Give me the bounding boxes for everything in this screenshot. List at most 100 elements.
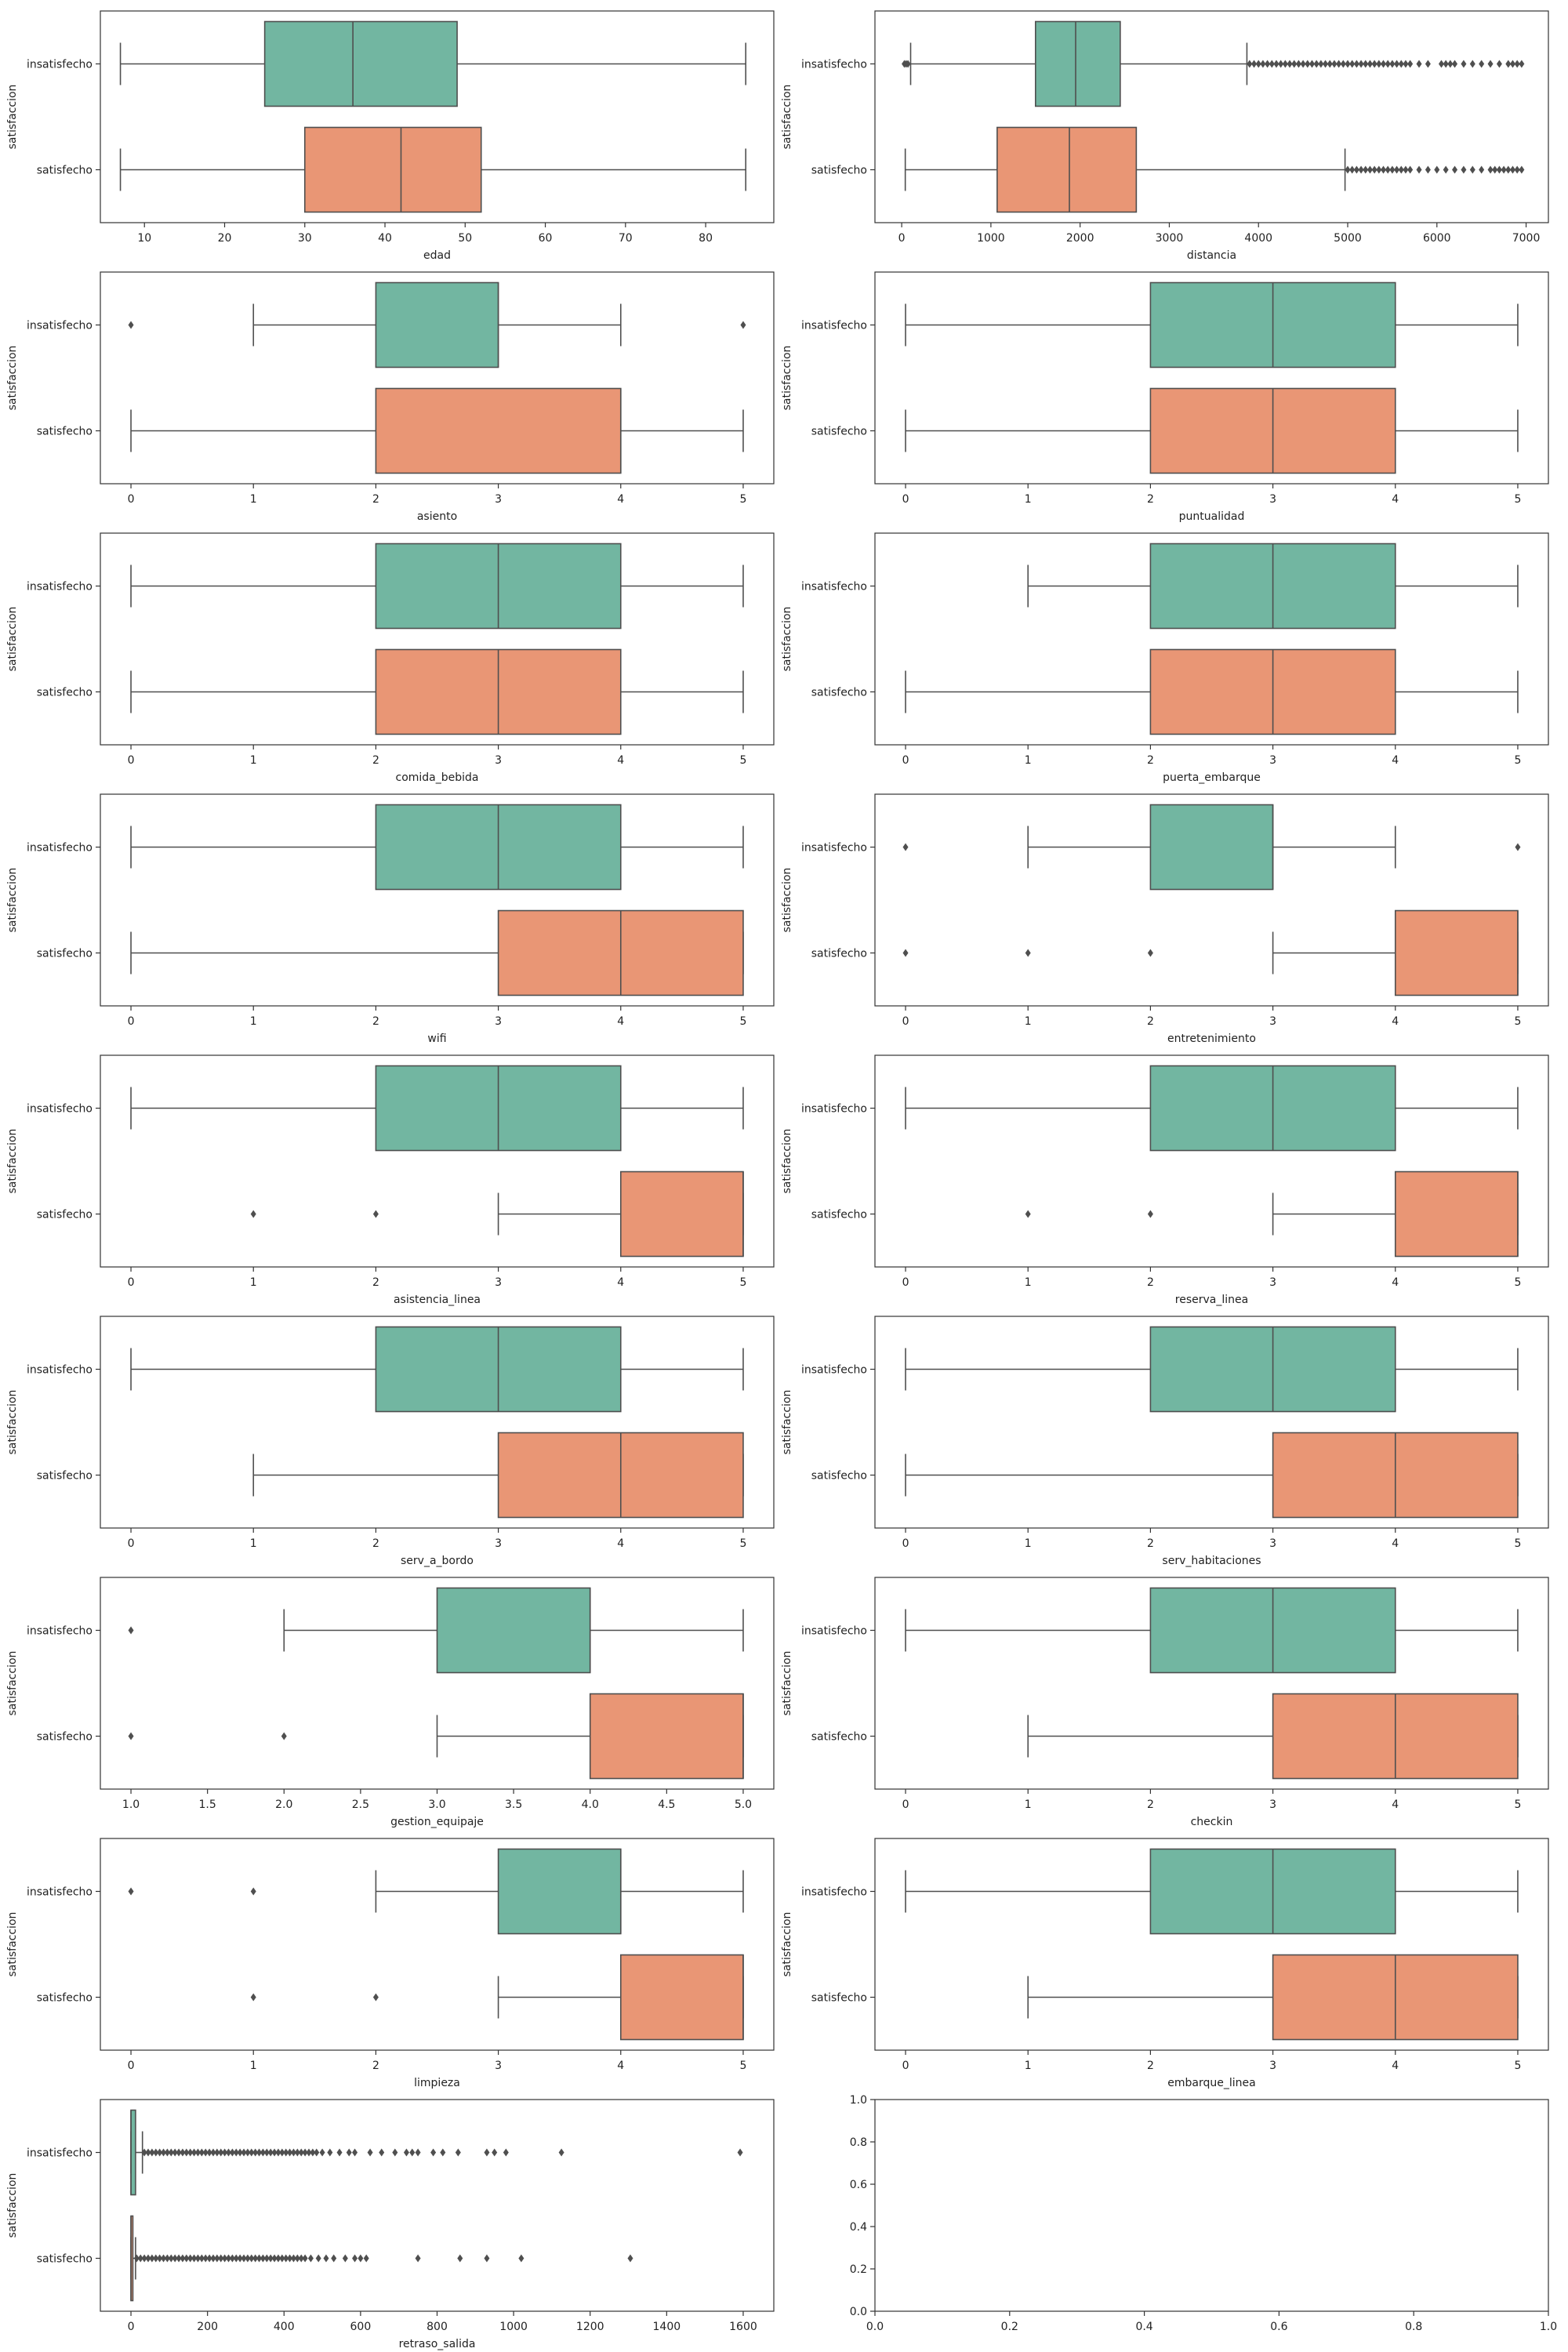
xtick-label: 5 [1514, 1537, 1521, 1550]
outlier-point [302, 2148, 308, 2157]
outlier-point [1353, 60, 1359, 68]
outlier-point [430, 2148, 437, 2157]
iqr-box [375, 281, 499, 368]
xtick-label: 1400 [653, 2321, 681, 2333]
outlier-point [327, 2148, 333, 2157]
axes-frame [100, 1838, 775, 2051]
outlier-point [1327, 60, 1333, 68]
outlier-point [455, 2148, 461, 2157]
outlier-point [1358, 165, 1364, 174]
outlier-point [153, 2254, 159, 2263]
ytick-label: 0.2 [850, 2263, 867, 2276]
outlier-point [187, 2148, 194, 2157]
outlier-point [484, 2254, 490, 2263]
ytick-label: 0.0 [850, 2306, 867, 2318]
outlier-point [1273, 60, 1279, 68]
outlier-point [352, 2148, 358, 2157]
subplot-reserva_linea: insatisfecho satisfecho 0 1 2 3 4 5 reserva_line… [781, 1054, 1549, 1306]
outlier-point [1509, 60, 1515, 68]
outlier-point [149, 2148, 155, 2157]
category-label-satisfecho: satisfecho [37, 426, 93, 438]
category-label-insatisfecho: insatisfecho [27, 1886, 93, 1899]
xtick-label: 4 [617, 1276, 624, 1289]
xtick-label: 3 [495, 1276, 502, 1289]
outlier-point [233, 2254, 239, 2263]
outlier-point [409, 2148, 416, 2157]
x-axis-title: puntualidad [1179, 510, 1245, 523]
y-axis-title: satisfaccion [781, 1129, 793, 1194]
xtick-label: 4 [617, 2060, 624, 2072]
outlier-point [323, 2254, 329, 2263]
category-label-insatisfecho: insatisfecho [801, 1625, 867, 1638]
xtick-label: 5 [739, 754, 746, 767]
outlier-point [206, 2148, 212, 2157]
category-label-satisfecho: satisfecho [811, 1209, 867, 1221]
xtick-label: 4000 [1244, 232, 1272, 245]
category-label-insatisfecho: insatisfecho [27, 1625, 93, 1638]
category-label-insatisfecho: insatisfecho [801, 581, 867, 593]
outlier-point [336, 2148, 343, 2157]
y-axis-title: satisfaccion [781, 1651, 793, 1716]
outlier-point [256, 2148, 263, 2157]
y-axis-title: satisfaccion [6, 85, 19, 150]
category-label-satisfecho: satisfecho [37, 1992, 93, 2005]
outlier-point [342, 2254, 348, 2263]
outlier-point [229, 2254, 235, 2263]
category-label-insatisfecho: insatisfecho [27, 320, 93, 332]
box-insatisfecho [130, 2109, 743, 2196]
axes-frame [874, 1316, 1549, 1529]
box-satisfecho [1025, 1171, 1519, 1258]
xtick-label: 5 [1514, 2060, 1521, 2072]
outlier-point [1278, 60, 1284, 68]
outlier-point [558, 2148, 564, 2157]
outlier-point [1514, 60, 1520, 68]
box-insatisfecho [902, 20, 1525, 107]
outlier-point [503, 2148, 509, 2157]
box-insatisfecho [902, 804, 1521, 891]
outlier-point [1376, 60, 1382, 68]
outlier-point [1349, 60, 1356, 68]
xtick-label: 80 [699, 232, 713, 245]
outlier-point [627, 2254, 633, 2263]
category-label-insatisfecho: insatisfecho [801, 842, 867, 855]
outlier-point [202, 2254, 209, 2263]
box-satisfecho [902, 909, 1519, 996]
outlier-point [279, 2254, 285, 2263]
xtick-label: 4.0 [582, 1798, 599, 1811]
xtick-label: 1 [250, 1276, 257, 1289]
y-axis-title: satisfaccion [6, 2173, 19, 2238]
outlier-point [275, 2148, 281, 2157]
xtick-label: 2 [372, 493, 379, 506]
outlier-point [310, 2148, 316, 2157]
xtick-label: 3 [495, 754, 502, 767]
subplot-serv_a_bordo: insatisfecho satisfecho 0 1 2 3 4 5 serv_a_bordo… [6, 1316, 775, 1567]
xtick-label: 1200 [576, 2321, 604, 2333]
xtick-label: 1 [1025, 1276, 1032, 1289]
xtick-label: 3 [495, 1015, 502, 1028]
outlier-point [164, 2148, 170, 2157]
category-label-insatisfecho: insatisfecho [27, 581, 93, 593]
outlier-point [164, 2254, 170, 2263]
outlier-point [249, 2254, 255, 2263]
box-insatisfecho [128, 1848, 744, 1935]
y-axis-title: satisfaccion [6, 868, 19, 933]
category-label-satisfecho: satisfecho [37, 1470, 93, 1483]
axes-frame [100, 271, 775, 485]
ytick-label: 0.8 [850, 2136, 867, 2149]
iqr-box [375, 387, 622, 474]
xtick-label: 1 [250, 1537, 257, 1550]
outlier-point [233, 2148, 239, 2157]
outlier-point [1385, 165, 1391, 174]
outlier-point [1394, 60, 1400, 68]
x-axis-title: entretenimiento [1167, 1033, 1256, 1045]
outlier-point [294, 2254, 300, 2263]
outlier-point [237, 2148, 243, 2157]
subplot-wifi: insatisfecho satisfecho 0 1 2 3 4 5 wifi satisfac… [6, 793, 775, 1045]
box-satisfecho [128, 1693, 744, 1780]
outlier-point [1501, 165, 1507, 174]
y-axis-title: satisfaccion [781, 1912, 793, 1977]
axes-frame [874, 1838, 1549, 2051]
outlier-point [241, 2254, 247, 2263]
category-label-satisfecho: satisfecho [811, 1992, 867, 2005]
outlier-point [1416, 60, 1422, 68]
